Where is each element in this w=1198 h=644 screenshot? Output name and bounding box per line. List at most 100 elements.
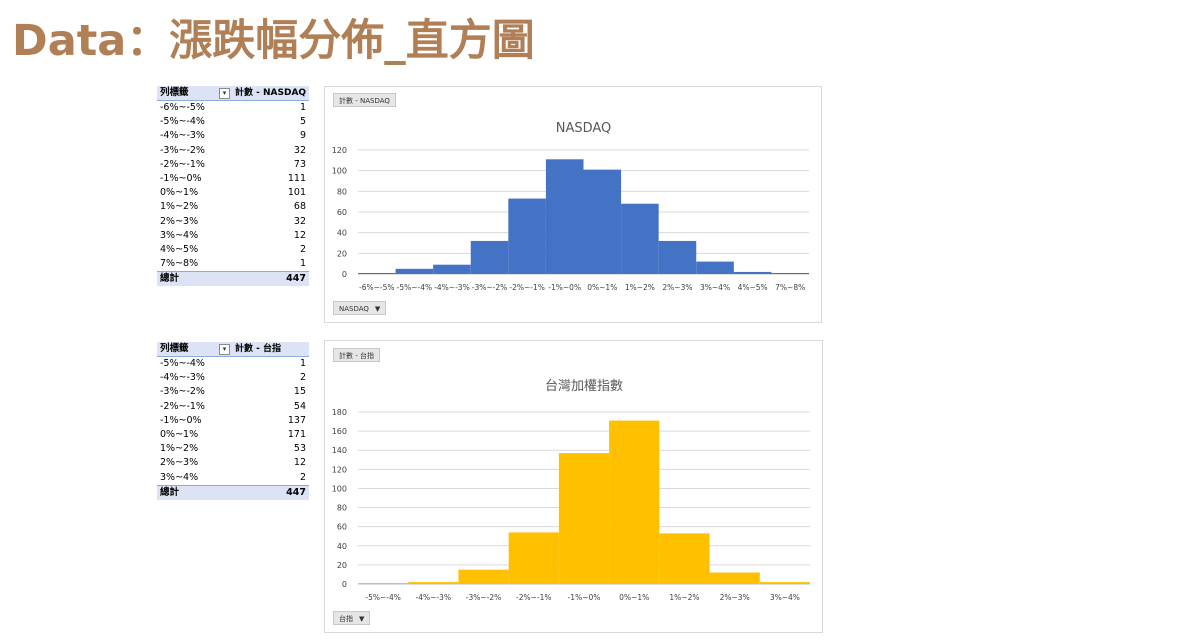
row-count: 5 xyxy=(299,116,306,128)
pivot-table-taiex: 列標籤 ▾ 計數 - 台指 -5%~-4% 1 -4%~-3% 2 -3%~-2% 15-… xyxy=(157,342,309,500)
row-count: 73 xyxy=(293,158,306,170)
row-label: -1%~0% xyxy=(160,414,202,426)
row-count: 32 xyxy=(293,215,306,227)
total-value: 447 xyxy=(286,273,306,285)
row-label: 1%~2% xyxy=(160,443,199,455)
x-tick-label: -2%~-1% xyxy=(516,593,552,602)
chart-taiex[interactable]: 計數 - 台指 台灣加權指數 0 20 40 60 80 100 120 140 160 180 -5… xyxy=(324,340,823,633)
row-count: 68 xyxy=(293,201,306,213)
chart-nasdaq[interactable]: 計數 - NASDAQ NASDAQ 0 20 40 60 80 100 120 -6%~-5%… xyxy=(324,86,822,323)
pivot-row: -2%~-1% 54 xyxy=(157,400,309,414)
bar[interactable] xyxy=(658,240,697,274)
filter-dropdown-button[interactable]: ▾ xyxy=(219,343,230,355)
bar[interactable] xyxy=(545,159,584,274)
x-tick-label: -6%~-5% xyxy=(359,283,395,292)
y-tick-label: 100 xyxy=(332,167,347,176)
chart-title: NASDAQ xyxy=(556,121,612,136)
row-count: 1 xyxy=(299,258,306,270)
y-tick-label: 100 xyxy=(332,484,347,493)
x-tick-label: 1%~2% xyxy=(669,593,699,602)
row-label: 0%~1% xyxy=(160,187,199,199)
pivot-table-nasdaq: 列標籤 ▾ 計數 - NASDAQ -6%~-5% 1 -5%~-4% 5 -4%~-3… xyxy=(157,86,309,287)
y-tick-label: 20 xyxy=(337,561,347,570)
bar[interactable] xyxy=(771,272,809,274)
x-tick-label: 0%~1% xyxy=(587,283,617,292)
value-field-button[interactable]: 計數 - NASDAQ xyxy=(333,93,396,107)
row-label: 2%~3% xyxy=(160,457,199,469)
bar[interactable] xyxy=(733,271,772,274)
bar[interactable] xyxy=(458,569,509,584)
value-field-button[interactable]: 計數 - 台指 xyxy=(333,348,380,362)
pivot-row: 3%~4% 2 xyxy=(157,471,309,485)
pivot-row: -1%~0% 111 xyxy=(157,172,309,186)
x-tick-label: 0%~1% xyxy=(619,593,649,602)
y-tick-label: 60 xyxy=(337,523,347,532)
y-tick-label: 80 xyxy=(337,187,347,196)
pivot-row: 0%~1% 101 xyxy=(157,186,309,200)
bar[interactable] xyxy=(609,420,660,584)
bar[interactable] xyxy=(470,240,509,274)
pivot-total-row: 總計 447 xyxy=(157,271,309,287)
y-tick-label: 120 xyxy=(332,465,347,474)
row-count: 111 xyxy=(287,172,306,184)
row-count: 53 xyxy=(293,443,306,455)
x-tick-label: -1%~0% xyxy=(548,283,581,292)
pivot-row: -5%~-4% 1 xyxy=(157,357,309,371)
y-tick-label: 180 xyxy=(332,408,347,417)
bar[interactable] xyxy=(759,582,810,584)
bar[interactable] xyxy=(508,532,559,584)
bar[interactable] xyxy=(358,583,409,584)
row-label: -3%~-2% xyxy=(160,386,205,398)
pivot-row: -3%~-2% 15 xyxy=(157,385,309,399)
axis-field-label: 台指 xyxy=(339,615,353,623)
y-tick-label: 60 xyxy=(337,208,347,217)
filter-dropdown-button[interactable]: ▾ xyxy=(219,87,230,99)
x-tick-label: -2%~-1% xyxy=(509,283,545,292)
page-title: Data：漲跌幅分佈_直方圖 xyxy=(12,16,535,66)
bar[interactable] xyxy=(395,268,434,274)
pivot-row: -6%~-5% 1 xyxy=(157,101,309,115)
bar[interactable] xyxy=(558,453,610,584)
value-field-header: 計數 - 台指 xyxy=(235,344,282,354)
bar[interactable] xyxy=(508,198,546,274)
x-tick-label: -1%~0% xyxy=(568,593,601,602)
pivot-row: -2%~-1% 73 xyxy=(157,158,309,172)
pivot-header: 列標籤 ▾ 計數 - 台指 xyxy=(157,342,309,357)
bar[interactable] xyxy=(659,533,710,584)
row-count: 1 xyxy=(299,358,306,369)
row-count: 1 xyxy=(299,102,306,113)
bar[interactable] xyxy=(621,203,659,274)
row-labels-header: 列標籤 xyxy=(160,343,189,354)
bar[interactable] xyxy=(696,261,734,274)
row-label: 4%~5% xyxy=(160,243,199,255)
row-count: 12 xyxy=(293,457,306,469)
bar[interactable] xyxy=(358,272,396,274)
total-value: 447 xyxy=(286,486,306,498)
dropdown-arrow-icon: ▼ xyxy=(359,615,365,623)
row-count: 9 xyxy=(299,130,306,142)
bar[interactable] xyxy=(408,582,459,584)
pivot-row: 1%~2% 68 xyxy=(157,200,309,214)
x-tick-label: -5%~-4% xyxy=(397,283,433,292)
x-tick-label: 1%~2% xyxy=(625,283,655,292)
x-tick-label: -3%~-2% xyxy=(472,283,508,292)
total-label: 總計 xyxy=(160,273,180,285)
axis-field-button[interactable]: NASDAQ ▼ xyxy=(333,301,387,315)
row-label: 1%~2% xyxy=(160,201,199,213)
x-tick-label: 7%~8% xyxy=(775,283,805,292)
pivot-row: 3%~4% 12 xyxy=(157,229,309,243)
pivot-row: 1%~2% 53 xyxy=(157,442,309,456)
x-tick-label: -4%~-3% xyxy=(416,593,452,602)
pivot-row: -3%~-2% 32 xyxy=(157,144,309,158)
row-count: 15 xyxy=(293,386,306,398)
row-count: 2 xyxy=(299,471,306,483)
bar[interactable] xyxy=(709,572,760,584)
axis-field-button[interactable]: 台指 ▼ xyxy=(333,611,371,625)
histogram-taiex: 台灣加權指數 0 20 40 60 80 100 120 140 160 180 -5%~-4% -4%… xyxy=(332,379,810,602)
row-label: -3%~-2% xyxy=(160,144,205,156)
pivot-row: -4%~-3% 2 xyxy=(157,371,309,385)
pivot-rows: -5%~-4% 1 -4%~-3% 2 -3%~-2% 15 -2%~-1% 54 -1%~0%… xyxy=(157,357,309,485)
bar[interactable] xyxy=(433,264,471,274)
bar[interactable] xyxy=(583,169,622,274)
row-label: -5%~-4% xyxy=(160,116,205,128)
